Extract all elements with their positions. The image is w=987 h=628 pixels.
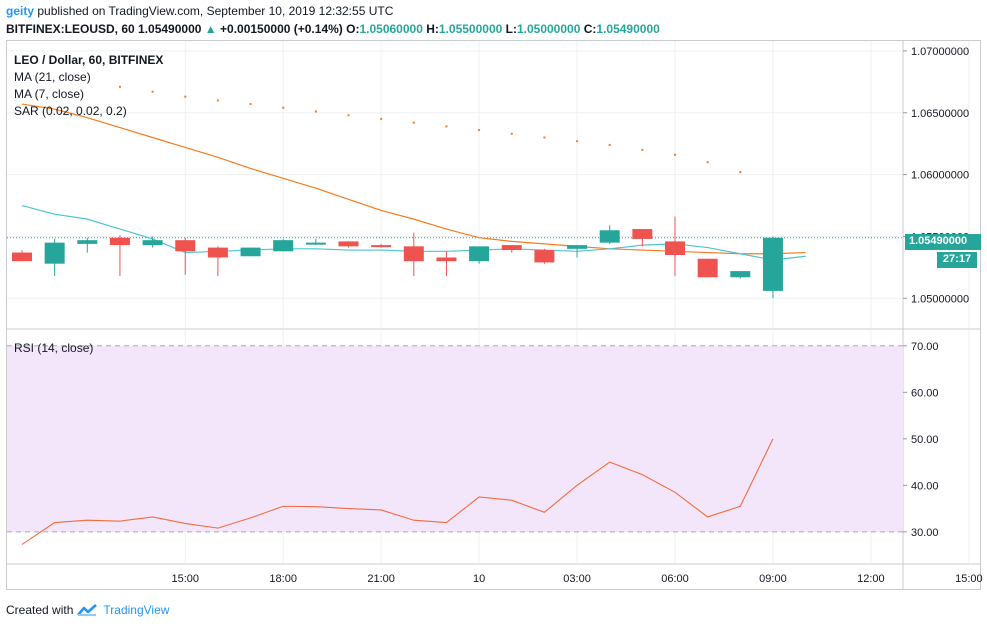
- high-value: 1.05500000: [438, 22, 503, 36]
- last-price: 1.05490000: [138, 22, 202, 36]
- chart-frame: [6, 40, 981, 590]
- tradingview-brand[interactable]: TradingView: [103, 603, 170, 617]
- open-label: O:: [346, 22, 360, 36]
- candle-body: [436, 257, 457, 262]
- time-tick-label: 06:00: [661, 573, 689, 585]
- candle-body: [403, 246, 424, 262]
- legend-ma21[interactable]: MA (21, close): [14, 70, 91, 84]
- sar-dot: [510, 132, 513, 135]
- high-label: H:: [426, 22, 439, 36]
- time-tick-label: 09:00: [759, 573, 787, 585]
- candle-body: [469, 246, 490, 262]
- time-tick-label: 15:00: [955, 573, 983, 585]
- candle-body: [240, 247, 261, 257]
- candle-body: [77, 240, 98, 244]
- time-tick-label: 21:00: [367, 573, 395, 585]
- sar-dot: [151, 90, 154, 93]
- legend-ma7[interactable]: MA (7, close): [14, 87, 85, 101]
- price-tick-label: 1.06500000: [911, 108, 969, 120]
- author-link[interactable]: geity: [6, 4, 35, 18]
- candle-body: [371, 245, 392, 248]
- rsi-line: [21, 438, 774, 545]
- candle-body: [730, 271, 751, 278]
- candle-body: [175, 240, 196, 252]
- price-tick-label: 1.07000000: [911, 46, 969, 58]
- candle-body: [567, 245, 588, 249]
- sar-dot: [314, 110, 317, 113]
- price-tick-label: 1.06000000: [911, 170, 969, 182]
- sar-dot: [412, 121, 415, 124]
- tradingview-logo-icon: [77, 604, 98, 616]
- sar-dot: [184, 95, 187, 98]
- candle-body: [338, 241, 359, 247]
- sar-dot: [118, 85, 121, 88]
- up-arrow-icon: ▲: [204, 22, 217, 36]
- last-price-label: 1.05490000: [905, 234, 981, 250]
- price-change: +0.00150000 (+0.14%): [220, 22, 343, 36]
- rsi-tick-label: 60.00: [911, 387, 939, 399]
- candle-body: [599, 230, 620, 243]
- open-value: 1.05060000: [359, 22, 423, 36]
- candle-body: [142, 240, 163, 246]
- rsi-tick-label: 30.00: [911, 527, 939, 539]
- candle-body: [665, 241, 685, 256]
- price-tick-label: 1.05000000: [911, 293, 969, 305]
- publish-header: geity published on TradingView.com, Sept…: [6, 4, 393, 18]
- sar-dot: [706, 161, 709, 164]
- sar-dot: [543, 136, 546, 139]
- sar-dot: [739, 171, 742, 174]
- legend-title: LEO / Dollar, 60, BITFINEX: [14, 53, 164, 67]
- sar-dot: [282, 106, 285, 109]
- candle-body: [44, 242, 65, 264]
- legend-sar[interactable]: SAR (0.02, 0.02, 0.2): [14, 104, 127, 118]
- candle-body: [632, 229, 653, 239]
- low-value: 1.05000000: [516, 22, 581, 36]
- candle-body: [762, 237, 783, 291]
- rsi-tick-label: 70.00: [911, 341, 939, 353]
- candle-body: [501, 245, 522, 251]
- close-label: C:: [583, 22, 597, 36]
- candle-body: [273, 240, 294, 252]
- sar-dot: [608, 143, 611, 146]
- sar-dot: [216, 99, 219, 102]
- candle-body: [207, 247, 228, 258]
- candle-body: [12, 252, 32, 262]
- candle-body: [305, 242, 326, 245]
- quote-header: BITFINEX:LEOUSD, 60 1.05490000 ▲ +0.0015…: [6, 22, 660, 36]
- created-with-text: Created with: [6, 603, 74, 617]
- time-tick-label: 03:00: [563, 573, 591, 585]
- symbol-label: BITFINEX:LEOUSD, 60: [6, 22, 135, 36]
- ma21-line: [21, 103, 806, 255]
- time-tick-label: 18:00: [269, 573, 297, 585]
- sar-dot: [576, 140, 579, 143]
- legend-rsi[interactable]: RSI (14, close): [14, 341, 94, 355]
- sar-dot: [478, 129, 481, 132]
- close-value: 1.05490000: [596, 22, 660, 36]
- footer: Created with TradingView: [6, 603, 169, 617]
- time-tick-label: 12:00: [857, 573, 885, 585]
- sar-dot: [347, 114, 350, 117]
- rsi-band: [7, 345, 903, 532]
- sar-dot: [249, 103, 252, 106]
- rsi-tick-label: 40.00: [911, 480, 939, 492]
- sar-dot: [445, 125, 448, 128]
- sar-dot: [380, 117, 383, 120]
- candle-body: [109, 237, 130, 246]
- candle-body: [697, 258, 718, 278]
- low-label: L:: [505, 22, 517, 36]
- time-tick-label: 15:00: [171, 573, 199, 585]
- rsi-tick-label: 50.00: [911, 434, 939, 446]
- time-tick-label: 10: [473, 573, 485, 585]
- bar-countdown-label: 27:17: [937, 252, 977, 268]
- sar-dot: [674, 153, 676, 156]
- sar-dot: [641, 148, 644, 151]
- publish-info: published on TradingView.com, September …: [37, 4, 394, 18]
- candle-body: [534, 250, 555, 263]
